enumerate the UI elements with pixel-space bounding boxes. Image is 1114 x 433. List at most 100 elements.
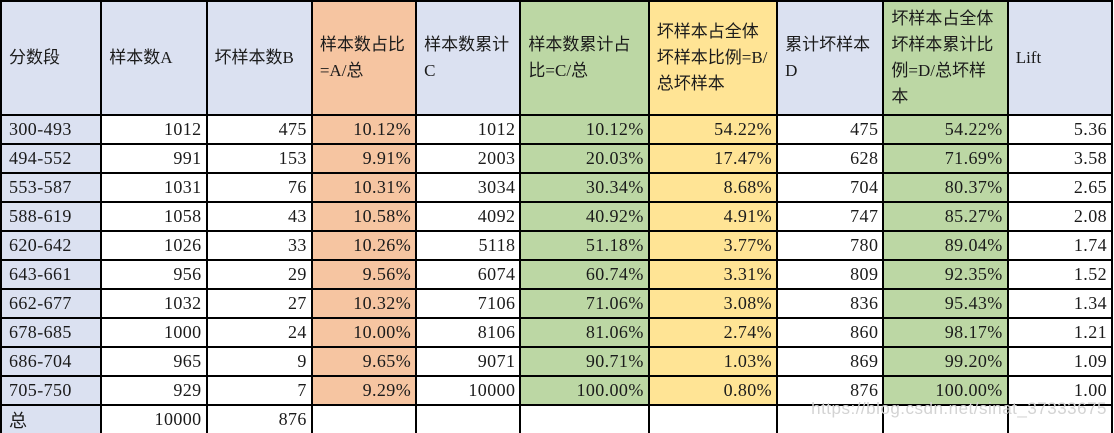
cell-cum-sample-pct: 81.06% xyxy=(519,317,650,348)
cell-lift: 1.09 xyxy=(1006,346,1114,377)
cell-cum-bad-pct: 54.22% xyxy=(882,114,1009,145)
table-row: 588-619 1058 43 10.58% 4092 40.92% 4.91% 747 85.… xyxy=(0,201,1114,232)
cell-sample-pct: 10.31% xyxy=(310,172,418,203)
cell-bad-sample-pct: 3.08% xyxy=(647,288,779,319)
cell-score-range: 662-677 xyxy=(0,288,103,319)
cell-cum-sample-c: 4092 xyxy=(415,201,522,232)
cell-score-range: 588-619 xyxy=(0,201,103,232)
header-row: 分数段 样本数A 坏样本数B 样本数占比=A/总 样本数累计C 样本数累计占比=C/总 坏样… xyxy=(0,0,1114,116)
cell-cum-bad-pct: 98.17% xyxy=(882,317,1009,348)
cell-score-range: 494-552 xyxy=(0,143,103,174)
cell-lift: 2.08 xyxy=(1006,201,1114,232)
cell-cum-sample-pct: 90.71% xyxy=(519,346,650,377)
table-row: 678-685 1000 24 10.00% 8106 81.06% 2.74% 860 98.… xyxy=(0,317,1114,348)
cell-sample-count-a: 1012 xyxy=(100,114,208,145)
cell-sample-count-a: 991 xyxy=(100,143,208,174)
table-row: 705-750 929 7 9.29% 10000 100.00% 0.80% 876 100.… xyxy=(0,375,1114,406)
cell-lift: 1.52 xyxy=(1006,259,1114,290)
cell-cum-sample-c: 1012 xyxy=(415,114,522,145)
cell-cum-sample-pct: 30.34% xyxy=(519,172,650,203)
column-header-cum-bad-pct: 坏样本占全体坏样本累计比例=D/总坏样本 xyxy=(882,0,1009,116)
cell-cum-sample-pct: 40.92% xyxy=(519,201,650,232)
cell-sample-pct: 9.29% xyxy=(310,375,418,406)
column-header-lift: Lift xyxy=(1006,0,1114,116)
table-row: 494-552 991 153 9.91% 2003 20.03% 17.47% 628 71.… xyxy=(0,143,1114,174)
cell-cum-bad-d xyxy=(776,404,885,433)
cell-sample-pct: 10.26% xyxy=(310,230,418,261)
cell-bad-sample-count-b: 876 xyxy=(205,404,313,433)
cell-cum-bad-d: 628 xyxy=(776,143,885,174)
cell-bad-sample-pct xyxy=(647,404,779,433)
cell-bad-sample-count-b: 7 xyxy=(205,375,313,406)
cell-cum-bad-pct: 100.00% xyxy=(882,375,1009,406)
cell-bad-sample-pct: 3.77% xyxy=(647,230,779,261)
cell-cum-sample-pct: 100.00% xyxy=(519,375,650,406)
cell-cum-sample-c: 7106 xyxy=(415,288,522,319)
cell-sample-pct: 10.32% xyxy=(310,288,418,319)
cell-bad-sample-count-b: 475 xyxy=(205,114,313,145)
cell-score-range: 686-704 xyxy=(0,346,103,377)
cell-sample-count-a: 1058 xyxy=(100,201,208,232)
cell-lift: 1.21 xyxy=(1006,317,1114,348)
cell-score-range: 705-750 xyxy=(0,375,103,406)
cell-cum-bad-d: 836 xyxy=(776,288,885,319)
cell-lift: 1.00 xyxy=(1006,375,1114,406)
cell-lift: 2.65 xyxy=(1006,172,1114,203)
cell-sample-count-a: 1000 xyxy=(100,317,208,348)
cell-score-range: 总 xyxy=(0,404,103,433)
cell-bad-sample-pct: 4.91% xyxy=(647,201,779,232)
cell-lift: 1.74 xyxy=(1006,230,1114,261)
cell-sample-count-a: 1031 xyxy=(100,172,208,203)
column-header-sample-pct: 样本数占比=A/总 xyxy=(310,0,418,116)
cell-cum-bad-d: 780 xyxy=(776,230,885,261)
cell-bad-sample-pct: 17.47% xyxy=(647,143,779,174)
cell-bad-sample-count-b: 76 xyxy=(205,172,313,203)
cell-cum-sample-pct: 51.18% xyxy=(519,230,650,261)
cell-lift xyxy=(1006,404,1114,433)
cell-cum-bad-d: 475 xyxy=(776,114,885,145)
cell-sample-pct: 10.12% xyxy=(310,114,418,145)
cell-lift: 5.36 xyxy=(1006,114,1114,145)
cell-lift: 1.34 xyxy=(1006,288,1114,319)
cell-bad-sample-pct: 0.80% xyxy=(647,375,779,406)
cell-bad-sample-pct: 1.03% xyxy=(647,346,779,377)
cell-score-range: 553-587 xyxy=(0,172,103,203)
cell-sample-count-a: 965 xyxy=(100,346,208,377)
total-row: 总 10000 876 xyxy=(0,404,1114,433)
cell-cum-sample-pct: 71.06% xyxy=(519,288,650,319)
cell-lift: 3.58 xyxy=(1006,143,1114,174)
cell-cum-bad-d: 860 xyxy=(776,317,885,348)
cell-cum-bad-d: 869 xyxy=(776,346,885,377)
cell-cum-sample-c xyxy=(415,404,522,433)
cell-sample-count-a: 956 xyxy=(100,259,208,290)
cell-score-range: 620-642 xyxy=(0,230,103,261)
cell-cum-sample-pct: 20.03% xyxy=(519,143,650,174)
cell-sample-pct: 9.56% xyxy=(310,259,418,290)
table-row: 300-493 1012 475 10.12% 1012 10.12% 54.22% 475 5… xyxy=(0,114,1114,145)
cell-cum-sample-c: 8106 xyxy=(415,317,522,348)
table-row: 620-642 1026 33 10.26% 5118 51.18% 3.77% 780 89.… xyxy=(0,230,1114,261)
cell-bad-sample-pct: 8.68% xyxy=(647,172,779,203)
cell-cum-bad-pct: 71.69% xyxy=(882,143,1009,174)
cell-cum-sample-c: 2003 xyxy=(415,143,522,174)
cell-cum-bad-pct: 99.20% xyxy=(882,346,1009,377)
cell-sample-pct: 10.58% xyxy=(310,201,418,232)
cell-cum-sample-pct: 60.74% xyxy=(519,259,650,290)
cell-cum-bad-pct: 92.35% xyxy=(882,259,1009,290)
column-header-cum-sample-pct: 样本数累计占比=C/总 xyxy=(519,0,650,116)
cell-score-range: 300-493 xyxy=(0,114,103,145)
cell-sample-count-a: 1032 xyxy=(100,288,208,319)
cell-cum-bad-pct: 85.27% xyxy=(882,201,1009,232)
cell-cum-sample-c: 6074 xyxy=(415,259,522,290)
cell-bad-sample-pct: 3.31% xyxy=(647,259,779,290)
cell-bad-sample-count-b: 43 xyxy=(205,201,313,232)
cell-sample-pct: 9.65% xyxy=(310,346,418,377)
cell-cum-bad-pct: 95.43% xyxy=(882,288,1009,319)
cell-bad-sample-count-b: 29 xyxy=(205,259,313,290)
cell-bad-sample-pct: 54.22% xyxy=(647,114,779,145)
cell-bad-sample-count-b: 153 xyxy=(205,143,313,174)
cell-sample-count-a: 1026 xyxy=(100,230,208,261)
cell-sample-pct xyxy=(310,404,418,433)
